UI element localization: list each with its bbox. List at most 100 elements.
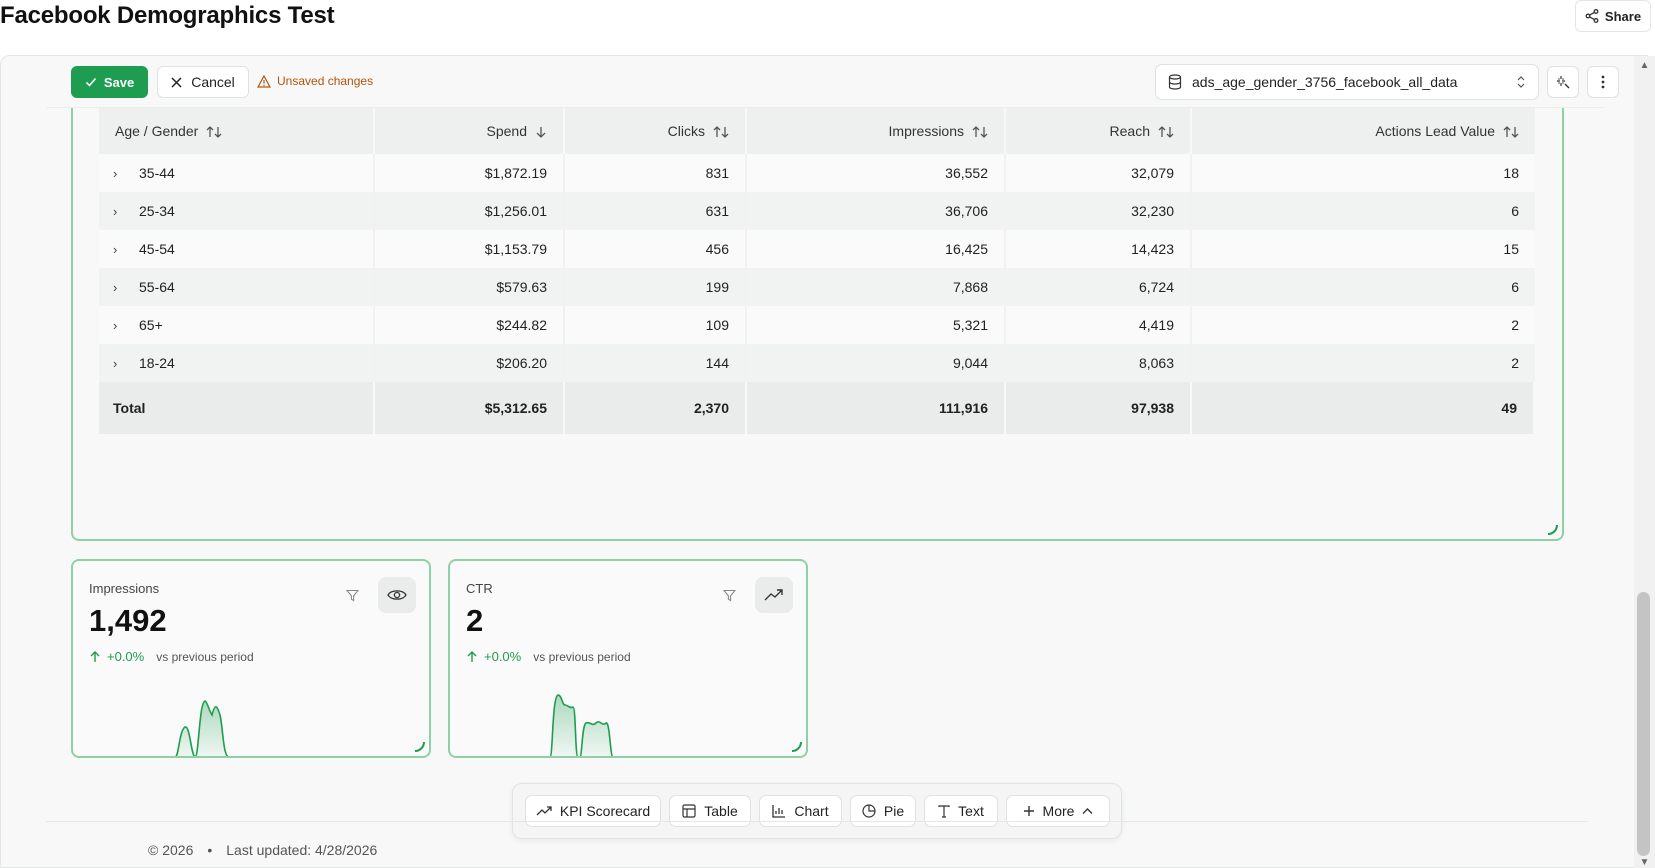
cell-clicks: 456 bbox=[565, 230, 747, 268]
cell-clicks: 199 bbox=[565, 268, 747, 306]
table-row[interactable]: › 25-34 $1,256.01 631 36,706 32,230 6 bbox=[99, 192, 1535, 230]
cell-reach: 6,724 bbox=[1006, 268, 1192, 306]
cell-clicks: 144 bbox=[565, 344, 747, 382]
chevron-right-icon[interactable]: › bbox=[113, 242, 118, 257]
cell-actions-lead-value: 6 bbox=[1192, 268, 1535, 306]
cell-reach: 32,230 bbox=[1006, 192, 1192, 230]
add-kpi-scorecard-label: KPI Scorecard bbox=[559, 803, 651, 819]
kpi-delta: +0.0% vs previous period bbox=[466, 649, 631, 664]
column-header-actions-lead-value[interactable]: Actions Lead Value bbox=[1192, 108, 1535, 154]
page-title: Facebook Demographics Test bbox=[0, 2, 335, 29]
chevron-right-icon[interactable]: › bbox=[113, 280, 118, 295]
datasource-label: ads_age_gender_3756_facebook_all_data bbox=[1192, 74, 1458, 90]
save-button[interactable]: Save bbox=[71, 66, 148, 98]
column-header-reach[interactable]: Reach bbox=[1006, 108, 1192, 154]
cell-clicks: 631 bbox=[565, 192, 747, 230]
scrollbar-thumb[interactable] bbox=[1637, 592, 1650, 856]
cell-spend: $244.82 bbox=[375, 306, 565, 344]
cell-reach: 14,423 bbox=[1006, 230, 1192, 268]
sort-icon bbox=[972, 126, 988, 139]
cell-spend: $1,256.01 bbox=[375, 192, 565, 230]
plus-icon bbox=[1023, 806, 1034, 816]
bar-chart-icon bbox=[772, 805, 786, 818]
table-row[interactable]: › 45-54 $1,153.79 456 16,425 14,423 15 bbox=[99, 230, 1535, 268]
chevron-right-icon[interactable]: › bbox=[113, 166, 118, 181]
sort-desc-icon bbox=[536, 127, 546, 139]
cell-spend: $1,872.19 bbox=[375, 154, 565, 192]
table-icon bbox=[682, 804, 696, 818]
cell-impressions: 9,044 bbox=[747, 344, 1006, 382]
share-icon bbox=[1585, 9, 1599, 23]
chevron-up-icon bbox=[1082, 808, 1093, 814]
cancel-button[interactable]: Cancel bbox=[157, 66, 249, 98]
column-header-spend[interactable]: Spend bbox=[375, 108, 565, 154]
kpi-card-impressions[interactable]: Impressions 1,492 +0.0% vs previous peri… bbox=[71, 559, 431, 758]
warning-icon bbox=[257, 74, 271, 88]
add-text-button[interactable]: Text bbox=[924, 795, 998, 827]
add-more-label: More bbox=[1042, 803, 1075, 819]
add-table-label: Table bbox=[704, 803, 738, 819]
column-header-age-gender[interactable]: Age / Gender bbox=[99, 108, 375, 154]
scroll-up-arrow-icon[interactable]: ▲ bbox=[1639, 60, 1650, 71]
resize-handle-icon[interactable] bbox=[413, 740, 425, 752]
add-table-button[interactable]: Table bbox=[669, 795, 751, 827]
table-row[interactable]: › 35-44 $1,872.19 831 36,552 32,079 18 bbox=[99, 154, 1535, 192]
filter-icon[interactable] bbox=[723, 589, 736, 602]
table-row[interactable]: › 55-64 $579.63 199 7,868 6,724 6 bbox=[99, 268, 1535, 306]
kpi-card-ctr[interactable]: CTR 2 +0.0% vs previous period bbox=[448, 559, 808, 758]
filter-icon[interactable] bbox=[346, 589, 359, 602]
row-label: 18-24 bbox=[139, 355, 175, 371]
kpi-delta-caption: vs previous period bbox=[156, 649, 254, 664]
table-row[interactable]: › 18-24 $206.20 144 9,044 8,063 2 bbox=[99, 344, 1535, 382]
total-impressions: 111,916 bbox=[747, 382, 1006, 434]
sort-icon bbox=[206, 126, 222, 139]
cell-clicks: 831 bbox=[565, 154, 747, 192]
kpi-value: 2 bbox=[466, 603, 484, 638]
table-row[interactable]: › 65+ $244.82 109 5,321 4,419 2 bbox=[99, 306, 1535, 344]
kpi-delta-value: +0.0% bbox=[484, 649, 522, 664]
kpi-label: Impressions bbox=[89, 581, 160, 596]
add-more-button[interactable]: More bbox=[1006, 795, 1110, 827]
cell-actions-lead-value: 18 bbox=[1192, 154, 1535, 192]
chevron-right-icon[interactable]: › bbox=[113, 318, 118, 333]
more-options-button[interactable] bbox=[1587, 66, 1619, 98]
sort-icon bbox=[1503, 126, 1519, 139]
cell-clicks: 109 bbox=[565, 306, 747, 344]
cell-spend: $579.63 bbox=[375, 268, 565, 306]
cell-impressions: 7,868 bbox=[747, 268, 1006, 306]
cell-impressions: 36,552 bbox=[747, 154, 1006, 192]
resize-handle-icon[interactable] bbox=[790, 740, 802, 752]
ai-sparkle-button[interactable] bbox=[1547, 66, 1579, 98]
chevron-right-icon[interactable]: › bbox=[113, 204, 118, 219]
add-text-label: Text bbox=[958, 803, 984, 819]
cell-reach: 4,419 bbox=[1006, 306, 1192, 344]
add-pie-button[interactable]: Pie bbox=[850, 795, 916, 827]
column-header-impressions[interactable]: Impressions bbox=[747, 108, 1006, 154]
add-kpi-scorecard-button[interactable]: KPI Scorecard bbox=[525, 795, 661, 827]
footer-separator: • bbox=[207, 842, 213, 858]
datasource-select[interactable]: ads_age_gender_3756_facebook_all_data bbox=[1155, 64, 1539, 100]
sparkline bbox=[174, 700, 229, 756]
cell-impressions: 36,706 bbox=[747, 192, 1006, 230]
total-actions-lead-value: 49 bbox=[1192, 382, 1535, 434]
cell-actions-lead-value: 15 bbox=[1192, 230, 1535, 268]
unsaved-changes-indicator: Unsaved changes bbox=[257, 74, 373, 88]
text-icon bbox=[938, 804, 950, 818]
arrow-up-icon bbox=[90, 651, 100, 662]
chevron-right-icon[interactable]: › bbox=[113, 356, 118, 371]
kpi-delta: +0.0% vs previous period bbox=[89, 649, 254, 664]
column-header-clicks[interactable]: Clicks bbox=[565, 108, 747, 154]
scroll-down-arrow-icon[interactable]: ▼ bbox=[1639, 857, 1650, 868]
row-label: 55-64 bbox=[139, 279, 175, 295]
data-table: Age / Gender Spend Clicks Impressions Re… bbox=[99, 108, 1535, 434]
sparkle-icon bbox=[1557, 76, 1570, 89]
resize-handle-icon[interactable] bbox=[1546, 523, 1558, 535]
add-pie-label: Pie bbox=[883, 803, 905, 819]
add-chart-button[interactable]: Chart bbox=[759, 795, 842, 827]
cell-spend: $1,153.79 bbox=[375, 230, 565, 268]
arrow-up-icon bbox=[467, 651, 477, 662]
share-button[interactable]: Share bbox=[1575, 0, 1651, 32]
cell-spend: $206.20 bbox=[375, 344, 565, 382]
kpi-label: CTR bbox=[466, 581, 493, 596]
trending-up-icon bbox=[536, 806, 552, 816]
